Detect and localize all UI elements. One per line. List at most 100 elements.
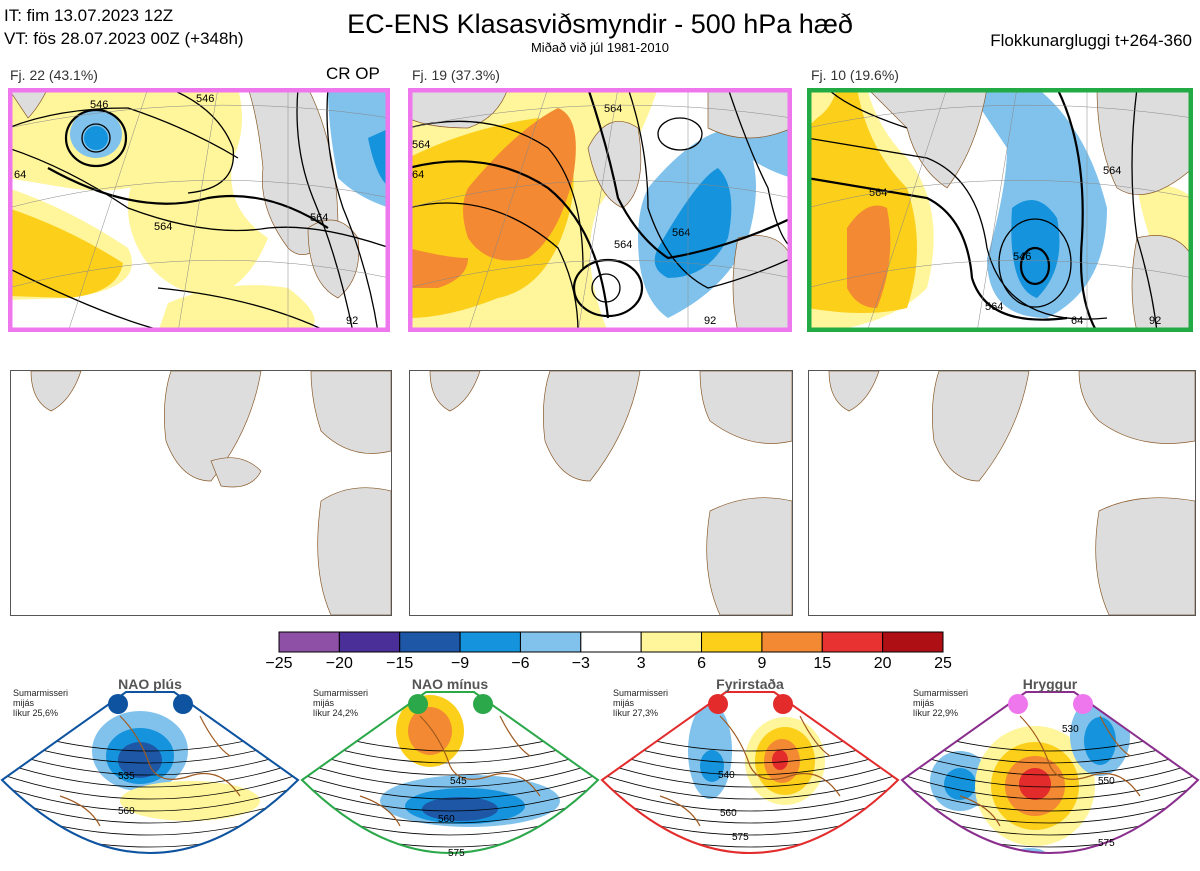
- cluster-2-contour-label: 92: [704, 315, 716, 327]
- regime-dot: [173, 694, 193, 714]
- height-contour: [902, 797, 1198, 824]
- regime-outline: [300, 691, 600, 854]
- anomaly-shading: [422, 797, 498, 821]
- cluster-2-label: Fj. 19 (37.3%): [412, 67, 500, 83]
- coastline: [359, 715, 541, 827]
- anomaly-shading: [1019, 768, 1051, 800]
- cluster-1-contour-label: 546: [90, 99, 108, 111]
- cluster-1-contour-label: 92: [346, 315, 358, 327]
- colorbar-tick-label: 6: [697, 655, 706, 672]
- colorbar-bin: [399, 631, 461, 653]
- base-map-3: [808, 370, 1196, 616]
- regime-dot: [473, 694, 493, 714]
- height-contour: [2, 773, 298, 800]
- initial-time: IT: fim 13.07.2023 12Z: [4, 6, 174, 25]
- colorbar-tick-label: −6: [511, 655, 530, 672]
- cluster-2-contour-label: 564: [604, 103, 622, 115]
- colorbar-tick-label: −3: [571, 655, 590, 672]
- regime-season: Sumarmisseri: [313, 688, 369, 698]
- regime-contour-label: 540: [718, 770, 735, 781]
- cluster-3-contour-label: 564: [985, 301, 1003, 313]
- colorbar-tick-label: 25: [934, 655, 952, 672]
- regime-name: Hryggur: [1022, 676, 1078, 692]
- cluster-3-contour-label: 546: [1013, 251, 1031, 263]
- cluster-3-label: Fj. 10 (19.6%): [811, 67, 899, 83]
- coastline: [659, 715, 841, 827]
- height-contour: [302, 773, 598, 800]
- cluster-1-frame: [8, 88, 390, 332]
- height-contour: [602, 749, 898, 776]
- regime-type: mijás: [913, 698, 935, 708]
- regime-outline: [900, 691, 1200, 854]
- cluster-1-map: 546 64 564 564 92 546: [8, 88, 390, 332]
- height-contour: [902, 773, 1198, 800]
- height-contour: [302, 761, 598, 788]
- regime-dot: [108, 694, 128, 714]
- cluster-3-contour-label: 92: [1149, 315, 1161, 327]
- anomaly-shading: [944, 768, 976, 800]
- header-dates: IT: fim 13.07.2023 12Z VT: fös 28.07.202…: [4, 4, 244, 50]
- regime-contour-label: 575: [1098, 838, 1115, 849]
- coastline: [59, 715, 241, 827]
- height-contour: [2, 785, 298, 812]
- colorbar-bin: [519, 631, 582, 653]
- regime-panel: 530 550 575 Hryggur Sumarmisseri mijás líkur 2…: [900, 676, 1200, 871]
- regime-info: Sumarmisseri mijás líkur 27,3%: [613, 688, 668, 718]
- regime-type: mijás: [313, 698, 335, 708]
- cluster-2-contour-label: 64: [412, 169, 424, 181]
- regime-panel: 545 560 575 NAO mínus Sumarmisseri mijás líkur…: [300, 676, 600, 871]
- regime-name: NAO plús: [118, 676, 182, 692]
- cluster-1-label: Fj. 22 (43.1%): [10, 67, 98, 83]
- cluster-1-extra: CR OP: [326, 64, 380, 83]
- regime-contour-label: 535: [118, 771, 135, 782]
- cluster-1-contour-label: 564: [154, 221, 172, 233]
- colorbar-tick-label: −25: [265, 655, 293, 672]
- colorbar-bin: [338, 631, 401, 653]
- regime-outline: [0, 691, 300, 854]
- colorbar-bin: [701, 631, 763, 653]
- regime-contour-label: 560: [118, 806, 135, 817]
- regime-contour-label: 575: [448, 848, 465, 859]
- regime-info: Sumarmisseri mijás líkur 22,9%: [913, 688, 968, 718]
- colorbar-tick-label: 3: [636, 655, 646, 672]
- cluster-3-contour-label: 64: [1071, 315, 1083, 327]
- regime-contour-label: 550: [1098, 776, 1115, 787]
- regime-contour-label: 560: [438, 814, 455, 825]
- height-contour: [602, 773, 898, 800]
- regime-map: 540 560 575: [600, 691, 900, 854]
- regime-dot: [1008, 694, 1028, 714]
- regime-type: mijás: [13, 698, 35, 708]
- height-contour: [902, 749, 1198, 776]
- regime-outline: [600, 691, 900, 854]
- colorbar-tick-label: 9: [757, 655, 767, 672]
- height-contour: [2, 761, 298, 788]
- cluster-2-contour-label: 564: [412, 139, 430, 151]
- regime-contour-label: 545: [450, 776, 467, 787]
- cluster-1-contour-label: 64: [14, 169, 26, 181]
- anomaly-shading: [408, 707, 452, 755]
- colorbar-tick-label: −15: [386, 655, 414, 672]
- colorbar-bin: [459, 631, 521, 653]
- regime-type: mijás: [613, 698, 635, 708]
- regime-name: Fyrirstaða: [716, 676, 784, 692]
- regime-prob: líkur 25,6%: [13, 708, 59, 718]
- cluster-2-contour-label: 564: [672, 227, 690, 239]
- colorbar-tick-label: −20: [325, 655, 353, 672]
- height-contour: [602, 785, 898, 812]
- height-contour: [602, 797, 898, 824]
- regime-info: Sumarmisseri mijás líkur 24,2%: [313, 688, 368, 718]
- cluster-3-map: 564 546 564 64 92 564: [807, 88, 1193, 332]
- colorbar-bin: [882, 631, 944, 653]
- regime-panels: 535 560 NAO plús Sumarmisseri mijás líkur 25,…: [0, 676, 1200, 871]
- regime-map: 535 560: [0, 691, 300, 854]
- chart-title: EC-ENS Klasasviðsmyndir - 500 hPa hæð: [347, 9, 853, 39]
- base-map-1: [10, 370, 392, 616]
- colorbar-bin: [580, 631, 642, 653]
- regime-dot: [708, 694, 728, 714]
- regime-map: 545 560 575: [300, 691, 600, 859]
- regime-name: NAO mínus: [411, 676, 489, 692]
- regime-panel: 540 560 575 Fyrirstaða Sumarmisseri mijás líku…: [600, 676, 900, 871]
- colorbar-bin: [761, 631, 823, 653]
- cluster-1-contour-label: 564: [310, 212, 328, 224]
- cluster-1-contour-label: 546: [196, 93, 214, 105]
